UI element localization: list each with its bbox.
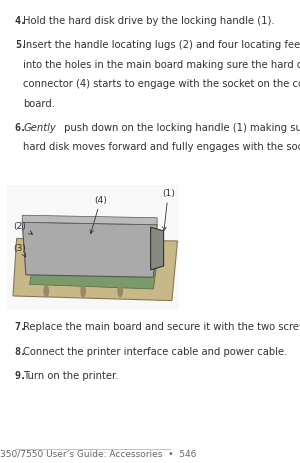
Text: Turn on the printer.: Turn on the printer. <box>23 370 118 380</box>
Text: 4.: 4. <box>15 16 27 26</box>
Bar <box>8 185 179 310</box>
Text: 9.: 9. <box>15 370 27 380</box>
Text: 7.: 7. <box>15 322 27 332</box>
Polygon shape <box>22 223 157 278</box>
Text: 8.: 8. <box>15 346 27 356</box>
Text: board.: board. <box>23 99 55 109</box>
Text: C7350/7550 User’s Guide: Accessories  •  546: C7350/7550 User’s Guide: Accessories • 5… <box>0 449 196 457</box>
Circle shape <box>81 286 85 297</box>
Text: (3): (3) <box>13 243 26 257</box>
Text: Hold the hard disk drive by the locking handle (1).: Hold the hard disk drive by the locking … <box>23 16 275 26</box>
Text: 5.: 5. <box>15 40 27 50</box>
Text: Gently: Gently <box>23 123 56 133</box>
Polygon shape <box>151 228 164 270</box>
Circle shape <box>118 286 122 297</box>
Text: connector (4) starts to engage with the socket on the control: connector (4) starts to engage with the … <box>23 79 300 89</box>
Text: (1): (1) <box>162 189 175 231</box>
Circle shape <box>44 286 48 297</box>
Text: Connect the printer interface cable and power cable.: Connect the printer interface cable and … <box>23 346 287 356</box>
Polygon shape <box>30 260 157 289</box>
Text: (2): (2) <box>13 222 32 235</box>
Text: Replace the main board and secure it with the two screws.: Replace the main board and secure it wit… <box>23 322 300 332</box>
Text: (4): (4) <box>90 195 107 234</box>
Polygon shape <box>13 239 178 301</box>
Text: into the holes in the main board making sure the hard disk: into the holes in the main board making … <box>23 60 300 70</box>
Text: Insert the handle locating lugs (2) and four locating feet (3): Insert the handle locating lugs (2) and … <box>23 40 300 50</box>
Text: hard disk moves forward and fully engages with the socket.: hard disk moves forward and fully engage… <box>23 142 300 152</box>
Text: push down on the locking handle (1) making sure the: push down on the locking handle (1) maki… <box>61 123 300 133</box>
Text: 6.: 6. <box>15 123 27 133</box>
Polygon shape <box>22 216 157 225</box>
